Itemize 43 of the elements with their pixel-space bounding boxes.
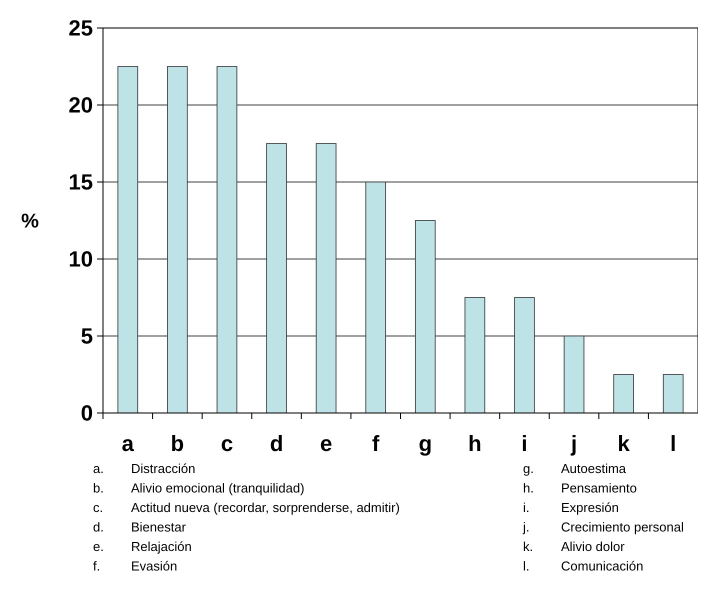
- bar: [365, 182, 386, 414]
- x-tick-label: k: [618, 431, 630, 456]
- bar: [266, 143, 287, 414]
- text: d. Bienestar: [93, 520, 186, 534]
- x-tick-label: i: [521, 431, 528, 456]
- x-tick-label: b: [170, 431, 184, 456]
- y-tick-label: 0: [80, 400, 93, 426]
- text: l. Comunicación: [523, 558, 644, 574]
- text: j. Crecimiento personal: [523, 520, 684, 534]
- text: c. Actitud nueva (recordar, sorprenderse, admitir): [93, 500, 400, 515]
- text: h. Pensamiento: [523, 480, 637, 496]
- bar: [414, 220, 436, 414]
- x-tick-label: g: [418, 431, 432, 456]
- text: i. Expresión: [523, 500, 619, 515]
- x-tick-label: e: [320, 431, 332, 456]
- bar: [316, 143, 336, 414]
- x-tick-label: l: [670, 431, 676, 456]
- bar: [613, 374, 634, 414]
- y-tick-label: 25: [68, 16, 93, 41]
- bar: [167, 66, 188, 414]
- x-tick-label: f: [372, 431, 380, 456]
- bar: [662, 374, 684, 414]
- bar: [564, 336, 584, 414]
- y-tick-label: 5: [80, 324, 93, 349]
- y-tick-label: 10: [68, 246, 93, 272]
- text: f. Evasión: [93, 558, 178, 574]
- x-tick-label: c: [220, 431, 234, 456]
- x-tick-label: d: [270, 431, 284, 456]
- x-tick-label: h: [468, 431, 482, 456]
- y-tick-label: 15: [68, 170, 93, 195]
- text: a. Distracción: [93, 461, 196, 476]
- x-tick-label: a: [122, 431, 135, 456]
- bar: [464, 297, 486, 414]
- bar: [514, 297, 535, 414]
- y-tick-label: 20: [68, 92, 93, 118]
- bar: [117, 66, 138, 414]
- text: g. Autoestima: [523, 461, 626, 476]
- text: e. Relajación: [93, 539, 192, 554]
- text: b. Alivio emocional (tranquilidad): [93, 480, 304, 496]
- bar: [216, 66, 238, 414]
- x-tick-label: j: [570, 431, 578, 456]
- y-axis-title: %: [21, 210, 40, 232]
- text: k. Alivio dolor: [523, 539, 625, 554]
